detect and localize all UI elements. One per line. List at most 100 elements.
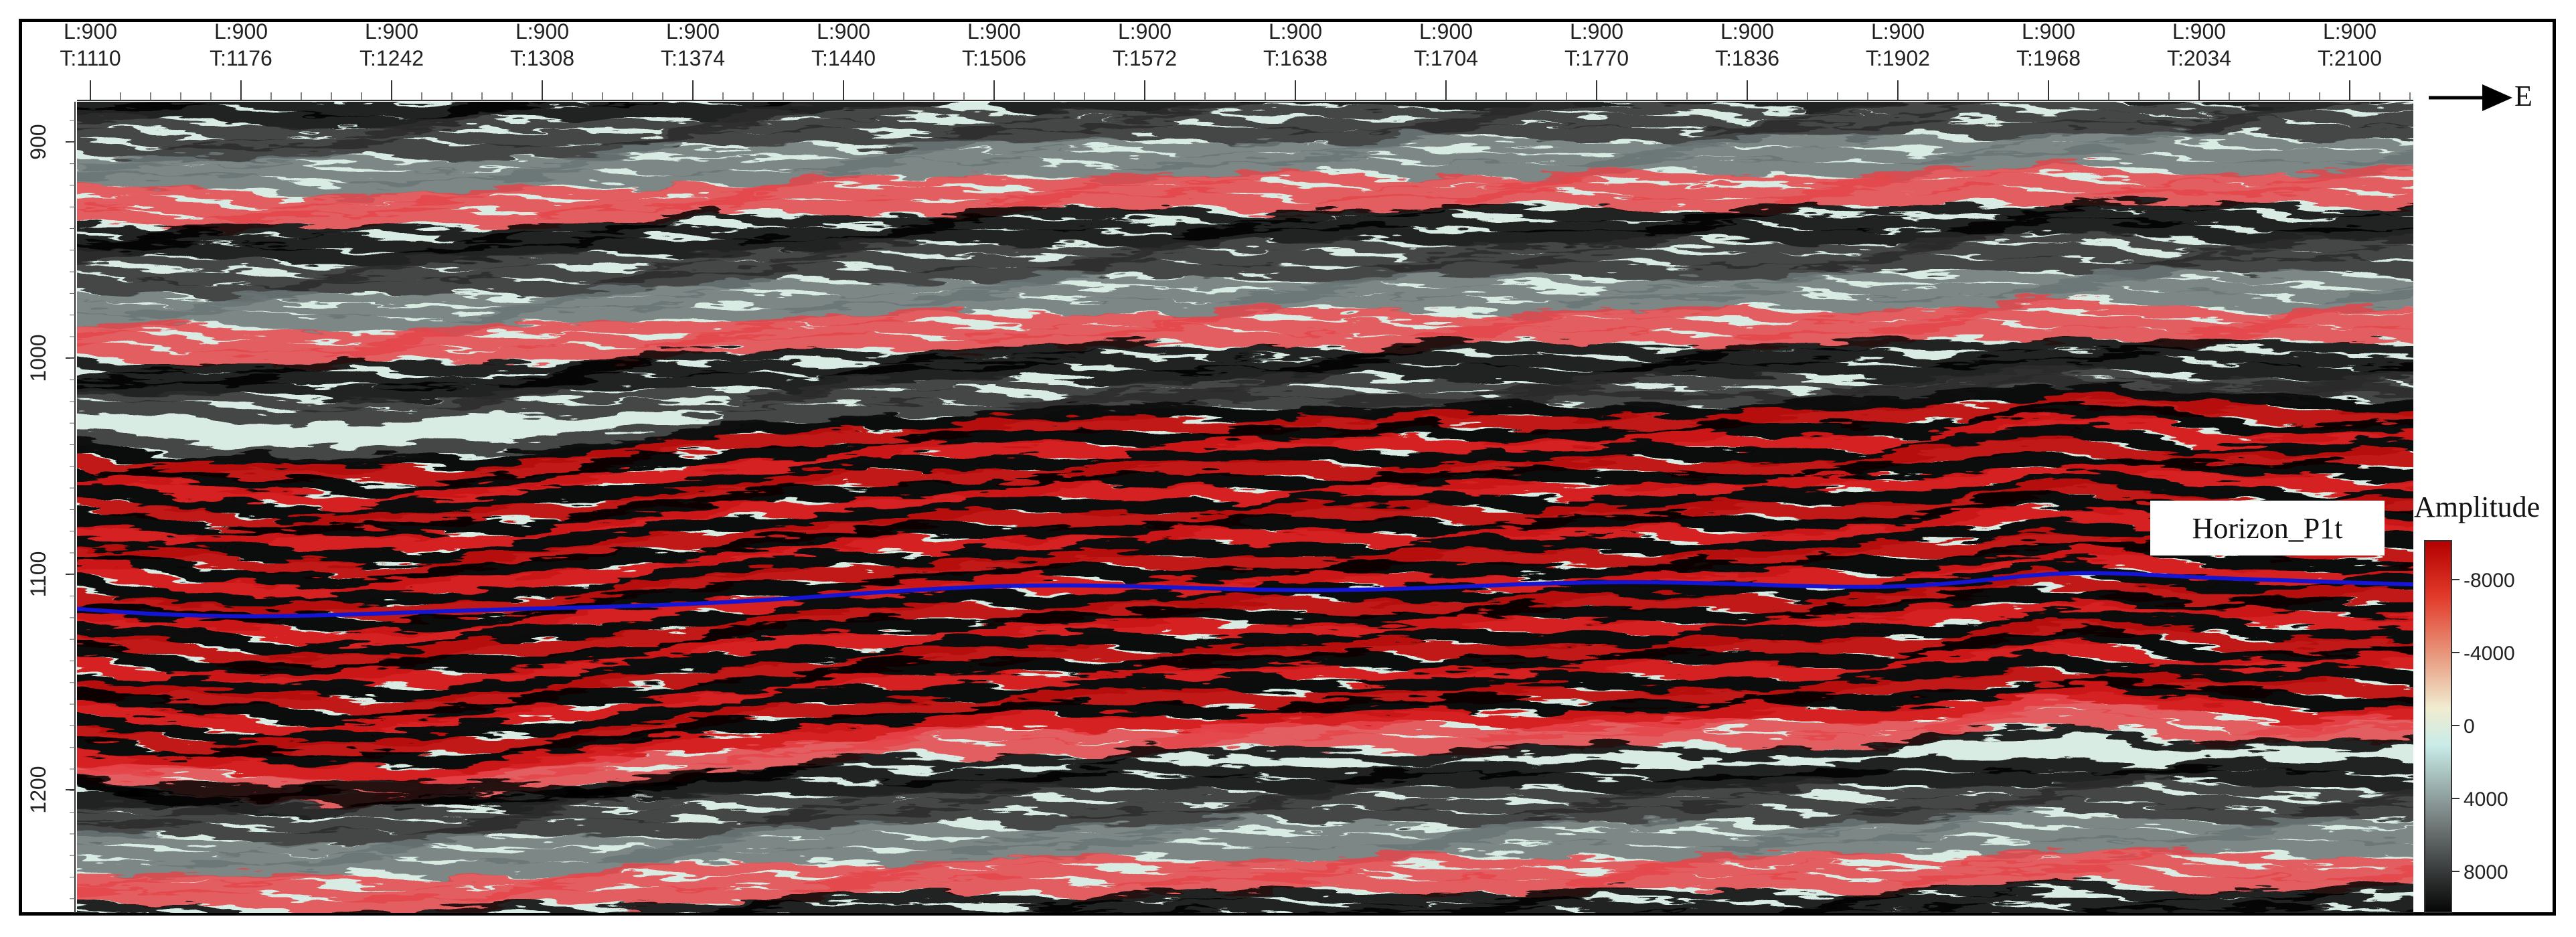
reflector-band	[77, 139, 2413, 187]
reflector-band	[77, 855, 2413, 904]
reflector-band	[77, 102, 2413, 139]
reflector-band	[77, 756, 2413, 800]
reflector-band	[77, 652, 2413, 752]
trace-line-label: L:900	[1871, 19, 1925, 44]
colorbar-ticks: -8000 -4000 0 4000 8000	[2451, 570, 2515, 883]
reflector-band	[77, 117, 2413, 163]
direction-label: E	[2514, 80, 2532, 112]
reflector-band	[77, 878, 2413, 913]
reflector-band	[77, 638, 2413, 742]
trace-number-label: T:1902	[1866, 46, 1930, 70]
seismic-image	[67, 102, 2423, 937]
reflector-band	[67, 920, 2423, 937]
trace-line-label: L:900	[1118, 19, 1172, 44]
reflector-band	[77, 402, 2413, 501]
reflector-band	[77, 267, 2413, 309]
reflector-band	[77, 161, 2413, 209]
trace-line-label: L:900	[214, 19, 268, 44]
trace-number-label: T:1308	[510, 46, 574, 70]
reflector-band	[77, 102, 2356, 131]
colorbar-tick-label: -4000	[2464, 643, 2515, 665]
reflector-band	[77, 105, 2413, 151]
reflector-band	[358, 102, 526, 105]
trace-number-label: T:1176	[210, 46, 272, 70]
reflector-band	[77, 794, 2413, 847]
trace-axis: L:900T:1110L:900T:1176L:900T:1242L:900T:…	[60, 19, 2411, 100]
reflector-band	[77, 450, 2413, 544]
colorbar-tick-label: 8000	[2464, 861, 2508, 883]
reflector-band	[77, 344, 2413, 390]
colorbar-tick-label: 0	[2464, 715, 2475, 738]
reflector-band	[77, 130, 2413, 173]
trace-line-label: L:900	[365, 19, 418, 44]
reflector-band	[77, 147, 2413, 201]
trace-number-label: T:2034	[2167, 46, 2231, 70]
depth-label: 900	[26, 124, 50, 159]
trace-line-label: L:900	[2172, 19, 2226, 44]
trace-number-label: T:1110	[60, 46, 120, 70]
trace-line-label: L:900	[515, 19, 569, 44]
reflector-band	[77, 352, 2413, 404]
trace-number-label: T:1506	[962, 46, 1026, 70]
reflector-band	[77, 321, 2413, 369]
reflector-band	[77, 186, 2413, 234]
colorbar	[2424, 540, 2452, 913]
reflector-band	[77, 243, 2413, 290]
reflector-band	[77, 462, 2413, 553]
trace-line-label: L:900	[1570, 19, 1623, 44]
trace-number-label: T:1638	[1263, 46, 1327, 70]
reflector-band	[77, 810, 2413, 855]
reflector-band	[77, 336, 2413, 375]
trace-number-label: T:1836	[1715, 46, 1779, 70]
reflector-band	[77, 519, 2413, 614]
reflector-band	[77, 507, 2413, 604]
depth-label: 1200	[26, 766, 50, 813]
reflector-band	[67, 930, 2423, 937]
reflector-band	[77, 217, 2413, 270]
reflector-band	[707, 890, 2413, 913]
reflector-band	[77, 668, 2413, 760]
reflector-band	[77, 296, 2413, 345]
trace-line-label: L:900	[1419, 19, 1473, 44]
trace-line-label: L:900	[2022, 19, 2075, 44]
reflector-band	[77, 369, 2413, 465]
trace-line-label: L:900	[1269, 19, 1322, 44]
trace-number-label: T:1572	[1113, 46, 1177, 70]
reflector-band	[77, 436, 2413, 536]
reflector-band	[77, 414, 2413, 515]
trace-number-label: T:1704	[1414, 46, 1478, 70]
trace-line-label: L:900	[666, 19, 720, 44]
reflector-band	[732, 903, 2413, 913]
reflector-band	[77, 173, 2413, 222]
trace-line-label: L:900	[64, 19, 117, 44]
colorbar-tick-label: -8000	[2464, 570, 2515, 592]
reflector-band	[77, 833, 2413, 879]
trace-number-label: T:1968	[2016, 46, 2081, 70]
depth-label: 1000	[26, 334, 50, 381]
reflector-band	[77, 863, 2413, 913]
trace-number-label: T:1242	[359, 46, 424, 70]
reflector-band	[77, 765, 2413, 812]
horizon-label: Horizon_P1t	[2150, 501, 2385, 556]
colorbar-tick-label: 4000	[2464, 788, 2508, 811]
reflector-band	[77, 608, 2413, 704]
reflector-band	[77, 570, 2413, 671]
trace-number-label: T:1440	[811, 46, 876, 70]
trace-line-label: L:900	[2323, 19, 2377, 44]
trace-number-label: T:1770	[1564, 46, 1629, 70]
reflector-band	[77, 231, 2413, 278]
reflector-band	[77, 600, 2413, 690]
reflector-band	[77, 254, 2413, 302]
depth-axis: 900 1000 1100 1200	[26, 102, 76, 913]
reflector-band	[77, 776, 2413, 821]
reflector-band	[77, 846, 2413, 889]
reflector-band	[77, 628, 2413, 731]
trace-line-label: L:900	[1720, 19, 1774, 44]
reflector-band	[77, 696, 2413, 797]
reflector-band	[77, 823, 2413, 867]
reflector-band	[77, 308, 2413, 357]
reflector-band	[77, 384, 2413, 473]
trace-number-label: T:1374	[661, 46, 725, 70]
trace-line-label: L:900	[967, 19, 1021, 44]
